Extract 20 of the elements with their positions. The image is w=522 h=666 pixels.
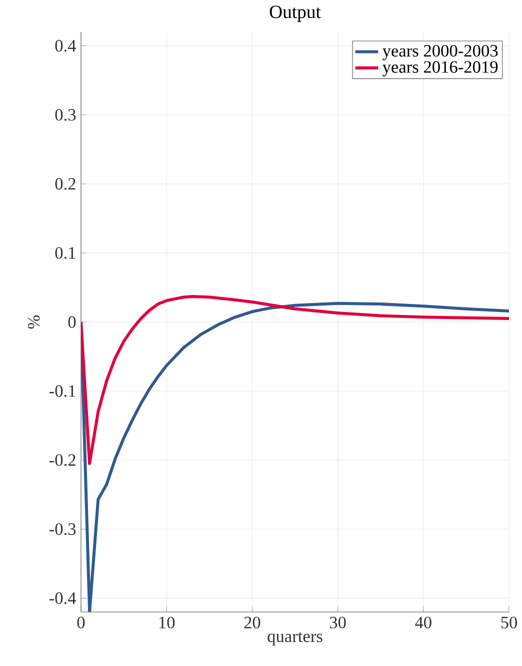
y-tick-label: -0.4 xyxy=(49,592,76,604)
legend-label: years 2016-2019 xyxy=(382,61,498,76)
x-tick-label: 30 xyxy=(330,616,346,628)
y-axis-title: % xyxy=(28,315,40,329)
y-tick-label: 0 xyxy=(68,316,76,328)
y-tick-label: -0.3 xyxy=(49,523,76,536)
x-tick-label: 10 xyxy=(159,616,175,628)
y-tick-label: 0.4 xyxy=(55,40,76,52)
x-axis-title: quarters xyxy=(268,632,322,646)
x-tick-label: 50 xyxy=(501,616,517,628)
y-tick-label: 0.2 xyxy=(55,178,76,190)
x-tick-label: 20 xyxy=(244,616,260,628)
x-tick-label: 40 xyxy=(415,616,432,628)
legend-label: years 2000-2003 xyxy=(382,44,498,60)
y-tick-label: -0.2 xyxy=(49,454,76,466)
y-tick-label: -0.1 xyxy=(49,385,76,397)
x-tick-label: 0 xyxy=(77,616,85,628)
y-tick-label: 0.1 xyxy=(55,247,76,259)
y-tick-label: 0.3 xyxy=(55,108,76,121)
chart-title: Output xyxy=(270,6,321,22)
